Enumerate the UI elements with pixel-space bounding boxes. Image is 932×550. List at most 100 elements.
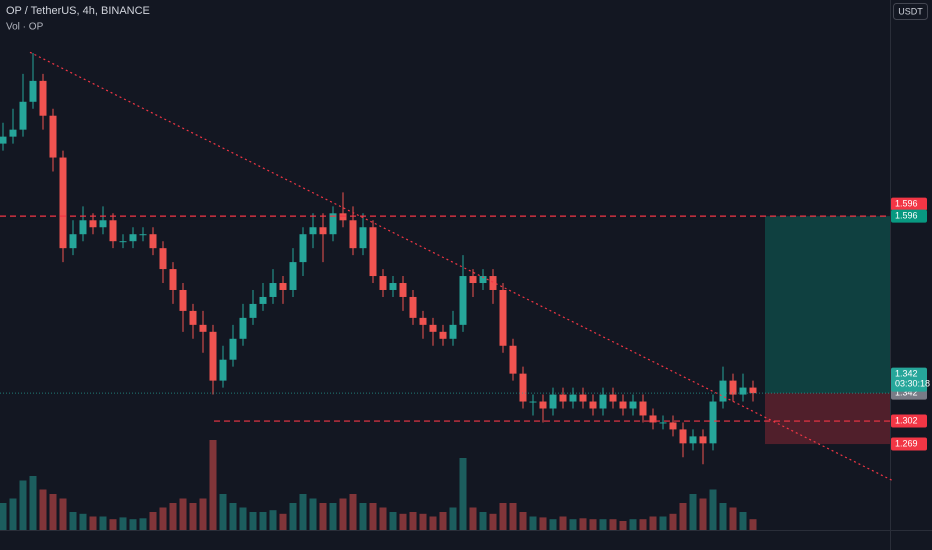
line-price-label-box bbox=[891, 197, 927, 211]
candle-body bbox=[479, 276, 487, 284]
candle-body bbox=[649, 415, 657, 423]
candle-body bbox=[549, 394, 557, 409]
candle-body bbox=[469, 276, 477, 284]
candle-body bbox=[619, 401, 627, 409]
candle-body bbox=[369, 227, 377, 277]
candle-body bbox=[89, 220, 97, 228]
volume-bar bbox=[499, 503, 507, 530]
volume-bar bbox=[289, 503, 297, 530]
countdown-label: 03:30:18 bbox=[895, 379, 930, 389]
volume-bar bbox=[79, 513, 87, 530]
line-price-label-box bbox=[891, 414, 927, 428]
volume-bar bbox=[549, 519, 557, 530]
candle-body bbox=[299, 234, 307, 263]
volume-bar bbox=[329, 503, 337, 530]
candle-body bbox=[389, 283, 397, 290]
volume-bar bbox=[409, 512, 417, 530]
volume-bar bbox=[639, 519, 647, 530]
volume-bar bbox=[749, 519, 757, 530]
candle-body bbox=[669, 422, 677, 430]
candle-body bbox=[149, 234, 157, 249]
candle-body bbox=[449, 324, 457, 339]
volume-bar bbox=[299, 494, 307, 530]
candle-body bbox=[259, 296, 267, 304]
volume-bar bbox=[369, 503, 377, 530]
volume-bar bbox=[569, 519, 577, 530]
volume-bar bbox=[659, 516, 667, 530]
candle-body bbox=[159, 248, 167, 270]
trend-line bbox=[29, 51, 893, 481]
volume-bar bbox=[169, 503, 177, 530]
candle-body bbox=[319, 227, 327, 235]
volume-bar bbox=[739, 512, 747, 530]
candle-body bbox=[589, 401, 597, 409]
candle-body bbox=[729, 380, 737, 395]
candle-body bbox=[569, 394, 577, 402]
volume-bar bbox=[239, 507, 247, 530]
candle-body bbox=[679, 429, 687, 444]
volume-bar bbox=[339, 498, 347, 530]
volume-bar bbox=[709, 489, 717, 530]
chart-title: OP / TetherUS, 4h, BINANCE bbox=[6, 5, 150, 17]
volume-bar bbox=[579, 518, 587, 530]
volume-bar bbox=[199, 498, 207, 530]
candle-body bbox=[99, 220, 107, 228]
volume-bar bbox=[89, 516, 97, 530]
volume-bar bbox=[389, 512, 397, 530]
candle-body bbox=[509, 345, 517, 374]
volume-bar bbox=[269, 510, 277, 530]
candle-body bbox=[199, 324, 207, 332]
candle-body bbox=[0, 136, 7, 144]
candle-body bbox=[79, 220, 87, 235]
volume-bar bbox=[519, 512, 527, 530]
volume-bar bbox=[119, 517, 127, 530]
candle-body bbox=[659, 422, 667, 424]
last-price-label: 1.342 bbox=[895, 369, 918, 379]
candle-body bbox=[129, 234, 137, 242]
volume-bar bbox=[599, 519, 607, 530]
volume-bar bbox=[589, 519, 597, 530]
volume-bar bbox=[309, 498, 317, 530]
candle-body bbox=[639, 401, 647, 416]
candle-body bbox=[409, 296, 417, 318]
volume-bar bbox=[189, 503, 197, 530]
candle-body bbox=[719, 380, 727, 402]
volume-bar bbox=[649, 516, 657, 530]
volume-bar bbox=[39, 489, 47, 530]
volume-bar bbox=[149, 512, 157, 530]
candles bbox=[0, 52, 757, 465]
candle-body bbox=[749, 387, 757, 394]
volume-bar bbox=[0, 503, 7, 530]
stop-label-box bbox=[891, 437, 927, 451]
volume-bar bbox=[529, 516, 537, 530]
volume-bar bbox=[479, 512, 487, 530]
candle-body bbox=[309, 227, 317, 235]
candle-body bbox=[539, 401, 547, 409]
candle-body bbox=[699, 436, 707, 444]
volume-bar bbox=[669, 513, 677, 530]
volume-bar bbox=[679, 503, 687, 530]
volume-bar bbox=[139, 518, 147, 530]
volume-bar bbox=[19, 480, 27, 530]
candle-body bbox=[419, 317, 427, 325]
target-label-box bbox=[891, 209, 927, 223]
volume-bar bbox=[249, 512, 257, 530]
volume-bar bbox=[619, 521, 627, 530]
volume-bar bbox=[699, 498, 707, 530]
candle-body bbox=[529, 401, 537, 403]
candle-body bbox=[289, 262, 297, 290]
candle-body bbox=[209, 331, 217, 381]
candle-body bbox=[169, 269, 177, 290]
currency-button[interactable] bbox=[893, 3, 928, 20]
volume-bar bbox=[129, 519, 137, 530]
candle-body bbox=[339, 213, 347, 221]
candle-body bbox=[349, 220, 357, 249]
currency-label[interactable]: USDT bbox=[898, 6, 923, 16]
candle-body bbox=[139, 234, 147, 236]
annotations bbox=[0, 51, 893, 481]
candle-body bbox=[49, 115, 57, 158]
candle-body bbox=[109, 220, 117, 242]
target-zone bbox=[765, 216, 890, 394]
candle-body bbox=[559, 394, 567, 402]
